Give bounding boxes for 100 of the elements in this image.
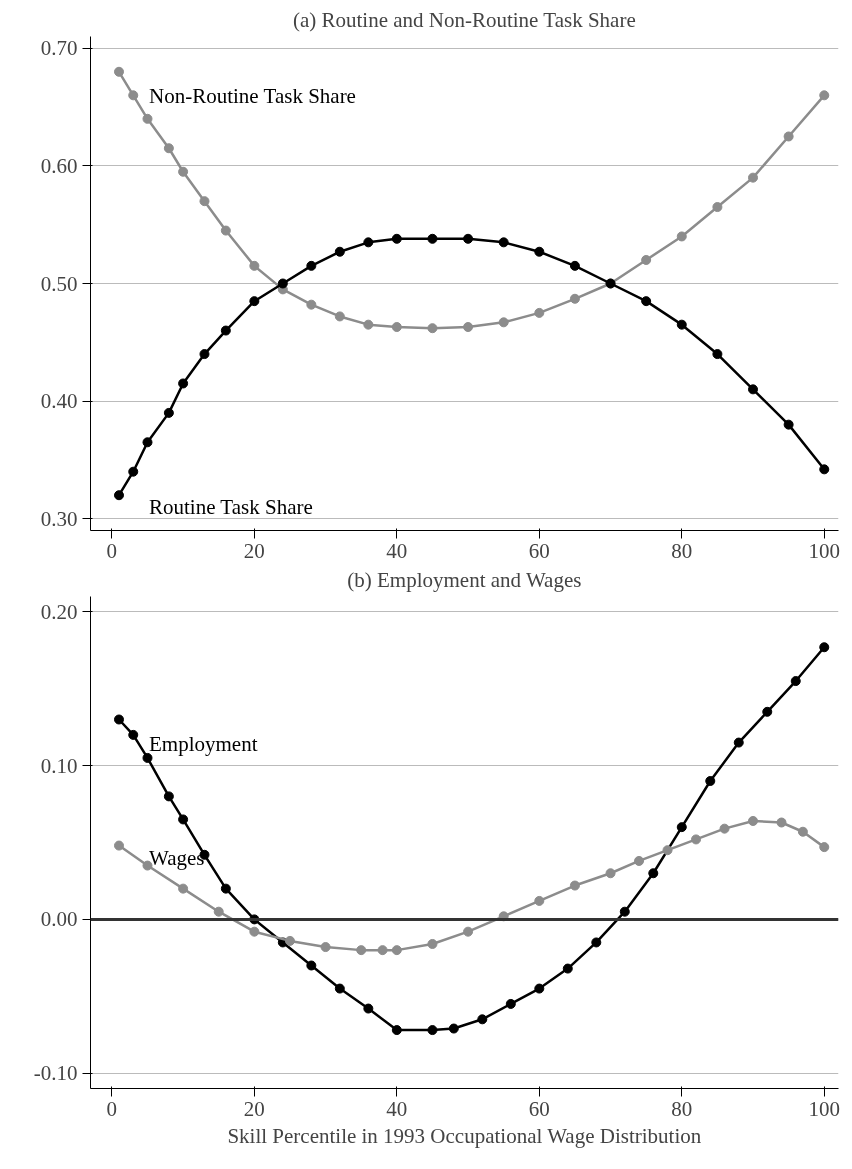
point — [249, 926, 260, 937]
point — [797, 826, 808, 837]
x-tick-label: 100 — [808, 538, 840, 563]
point — [712, 349, 723, 360]
point — [391, 1025, 402, 1036]
point — [427, 323, 438, 334]
y-tick-label: 0.50 — [40, 271, 78, 296]
point — [676, 231, 687, 242]
point — [569, 880, 580, 891]
point — [363, 1003, 374, 1014]
point — [776, 817, 787, 828]
point — [641, 254, 652, 265]
point — [114, 66, 124, 77]
point — [320, 942, 331, 953]
point — [306, 260, 317, 271]
point — [534, 983, 545, 994]
x-tick-label: 40 — [386, 1096, 408, 1121]
point — [334, 311, 345, 322]
point — [733, 737, 744, 748]
point — [591, 937, 602, 948]
point — [762, 706, 773, 717]
point — [463, 322, 474, 333]
point — [634, 855, 645, 866]
y-tick-label: 0.60 — [40, 153, 78, 178]
point — [220, 883, 231, 894]
series-label: Employment — [149, 731, 258, 756]
point — [178, 166, 189, 177]
point — [569, 260, 580, 271]
point — [676, 319, 687, 330]
point — [719, 823, 730, 834]
point — [163, 407, 174, 418]
y-tick-label: 0.10 — [40, 753, 78, 778]
point — [199, 349, 210, 360]
chart-title: (a) Routine and Non-Routine Task Share — [292, 7, 636, 32]
point — [427, 233, 438, 244]
x-tick-label: 60 — [528, 1096, 550, 1121]
point — [712, 202, 723, 213]
point — [114, 714, 124, 725]
x-tick-label: 0 — [106, 538, 118, 563]
x-axis-title: Skill Percentile in 1993 Occupational Wage Distribution — [227, 1123, 702, 1148]
point — [448, 1023, 459, 1034]
x-tick-label: 80 — [671, 1096, 693, 1121]
point — [605, 868, 616, 879]
point — [505, 998, 516, 1009]
point — [748, 172, 759, 183]
point — [178, 814, 189, 825]
point — [363, 319, 374, 330]
point — [249, 260, 260, 271]
point — [128, 466, 139, 477]
point — [463, 926, 474, 937]
point — [498, 317, 509, 328]
x-tick-label: 20 — [243, 538, 265, 563]
point — [705, 776, 716, 786]
point — [213, 906, 224, 917]
point — [477, 1014, 488, 1025]
point — [277, 278, 288, 289]
point — [641, 296, 652, 307]
point — [427, 1025, 438, 1036]
point — [691, 834, 702, 845]
point — [391, 233, 402, 244]
point — [534, 246, 545, 257]
point — [662, 845, 673, 856]
point — [163, 143, 174, 154]
chart-title: (b) Employment and Wages — [347, 567, 582, 592]
x-tick-label: 0 — [106, 1096, 118, 1121]
point — [790, 676, 801, 687]
y-tick-label: 0.40 — [40, 389, 78, 414]
point — [128, 729, 139, 740]
point — [306, 960, 317, 971]
y-tick-label: 0.30 — [40, 506, 78, 531]
series-label: Routine Task Share — [149, 495, 313, 520]
point — [819, 464, 830, 475]
y-tick-label: -0.10 — [33, 1061, 78, 1086]
point — [334, 983, 345, 994]
point — [377, 945, 388, 956]
point — [463, 233, 474, 244]
x-tick-label: 20 — [243, 1096, 265, 1121]
point — [748, 384, 759, 395]
point — [220, 325, 231, 336]
x-tick-label: 60 — [528, 538, 550, 563]
point — [220, 225, 231, 236]
point — [306, 299, 317, 310]
point — [748, 815, 759, 826]
point — [676, 822, 687, 833]
point — [163, 791, 174, 802]
point — [114, 840, 124, 851]
series-label: Wages — [149, 845, 205, 870]
y-tick-label: 0.70 — [40, 36, 78, 61]
point — [391, 945, 402, 956]
point — [498, 237, 509, 248]
point — [427, 938, 438, 949]
point — [114, 490, 124, 501]
x-tick-label: 100 — [808, 1096, 840, 1121]
point — [819, 642, 830, 653]
point — [562, 963, 573, 974]
point — [356, 945, 367, 956]
point — [569, 293, 580, 304]
point — [249, 296, 260, 307]
y-tick-label: 0.20 — [40, 599, 78, 624]
point — [334, 246, 345, 257]
